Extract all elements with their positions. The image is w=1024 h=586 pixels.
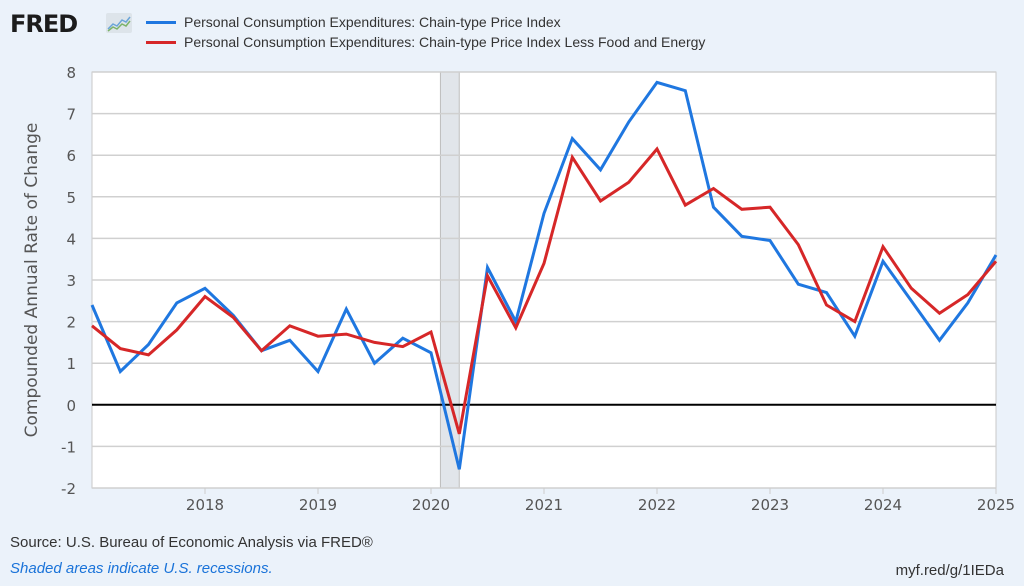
recession-note: Shaded areas indicate U.S. recessions.	[10, 560, 273, 577]
series-line-core-pce[interactable]	[91, 146, 998, 435]
source-text: Source: U.S. Bureau of Economic Analysis…	[10, 534, 373, 551]
y-tick-label: -1	[61, 438, 76, 456]
y-tick-label: 3	[66, 272, 76, 290]
y-tick-label: 0	[66, 397, 76, 415]
fred-logo[interactable]: FRED	[10, 10, 78, 38]
legend: Personal Consumption Expenditures: Chain…	[146, 12, 705, 52]
legend-item-core-pce[interactable]: Personal Consumption Expenditures: Chain…	[146, 32, 705, 52]
y-tick-label: 5	[66, 189, 76, 207]
y-tick-label: 8	[66, 64, 76, 82]
x-tick-label: 2024	[864, 496, 902, 514]
y-tick-label: 1	[66, 355, 76, 373]
x-tick-label: 2018	[186, 496, 224, 514]
y-tick-label: 2	[66, 314, 76, 332]
y-tick-label: 7	[66, 106, 76, 124]
legend-item-pce[interactable]: Personal Consumption Expenditures: Chain…	[146, 12, 705, 32]
legend-label: Personal Consumption Expenditures: Chain…	[184, 14, 561, 30]
x-tick-label: 2023	[751, 496, 789, 514]
x-tick-label: 2021	[525, 496, 563, 514]
x-tick-label: 2020	[412, 496, 450, 514]
y-tick-label: 6	[66, 147, 76, 165]
x-tick-label: 2019	[299, 496, 337, 514]
x-tick-label: 2025	[977, 496, 1015, 514]
chart-line-icon	[106, 13, 132, 33]
x-tick-label: 2022	[638, 496, 676, 514]
y-tick-label: -2	[61, 480, 76, 498]
short-url[interactable]: myf.red/g/1IEDa	[895, 562, 1004, 579]
legend-swatch-blue	[146, 20, 176, 24]
legend-label: Personal Consumption Expenditures: Chain…	[184, 34, 706, 50]
legend-swatch-red	[146, 40, 176, 44]
y-tick-label: 4	[66, 230, 76, 248]
